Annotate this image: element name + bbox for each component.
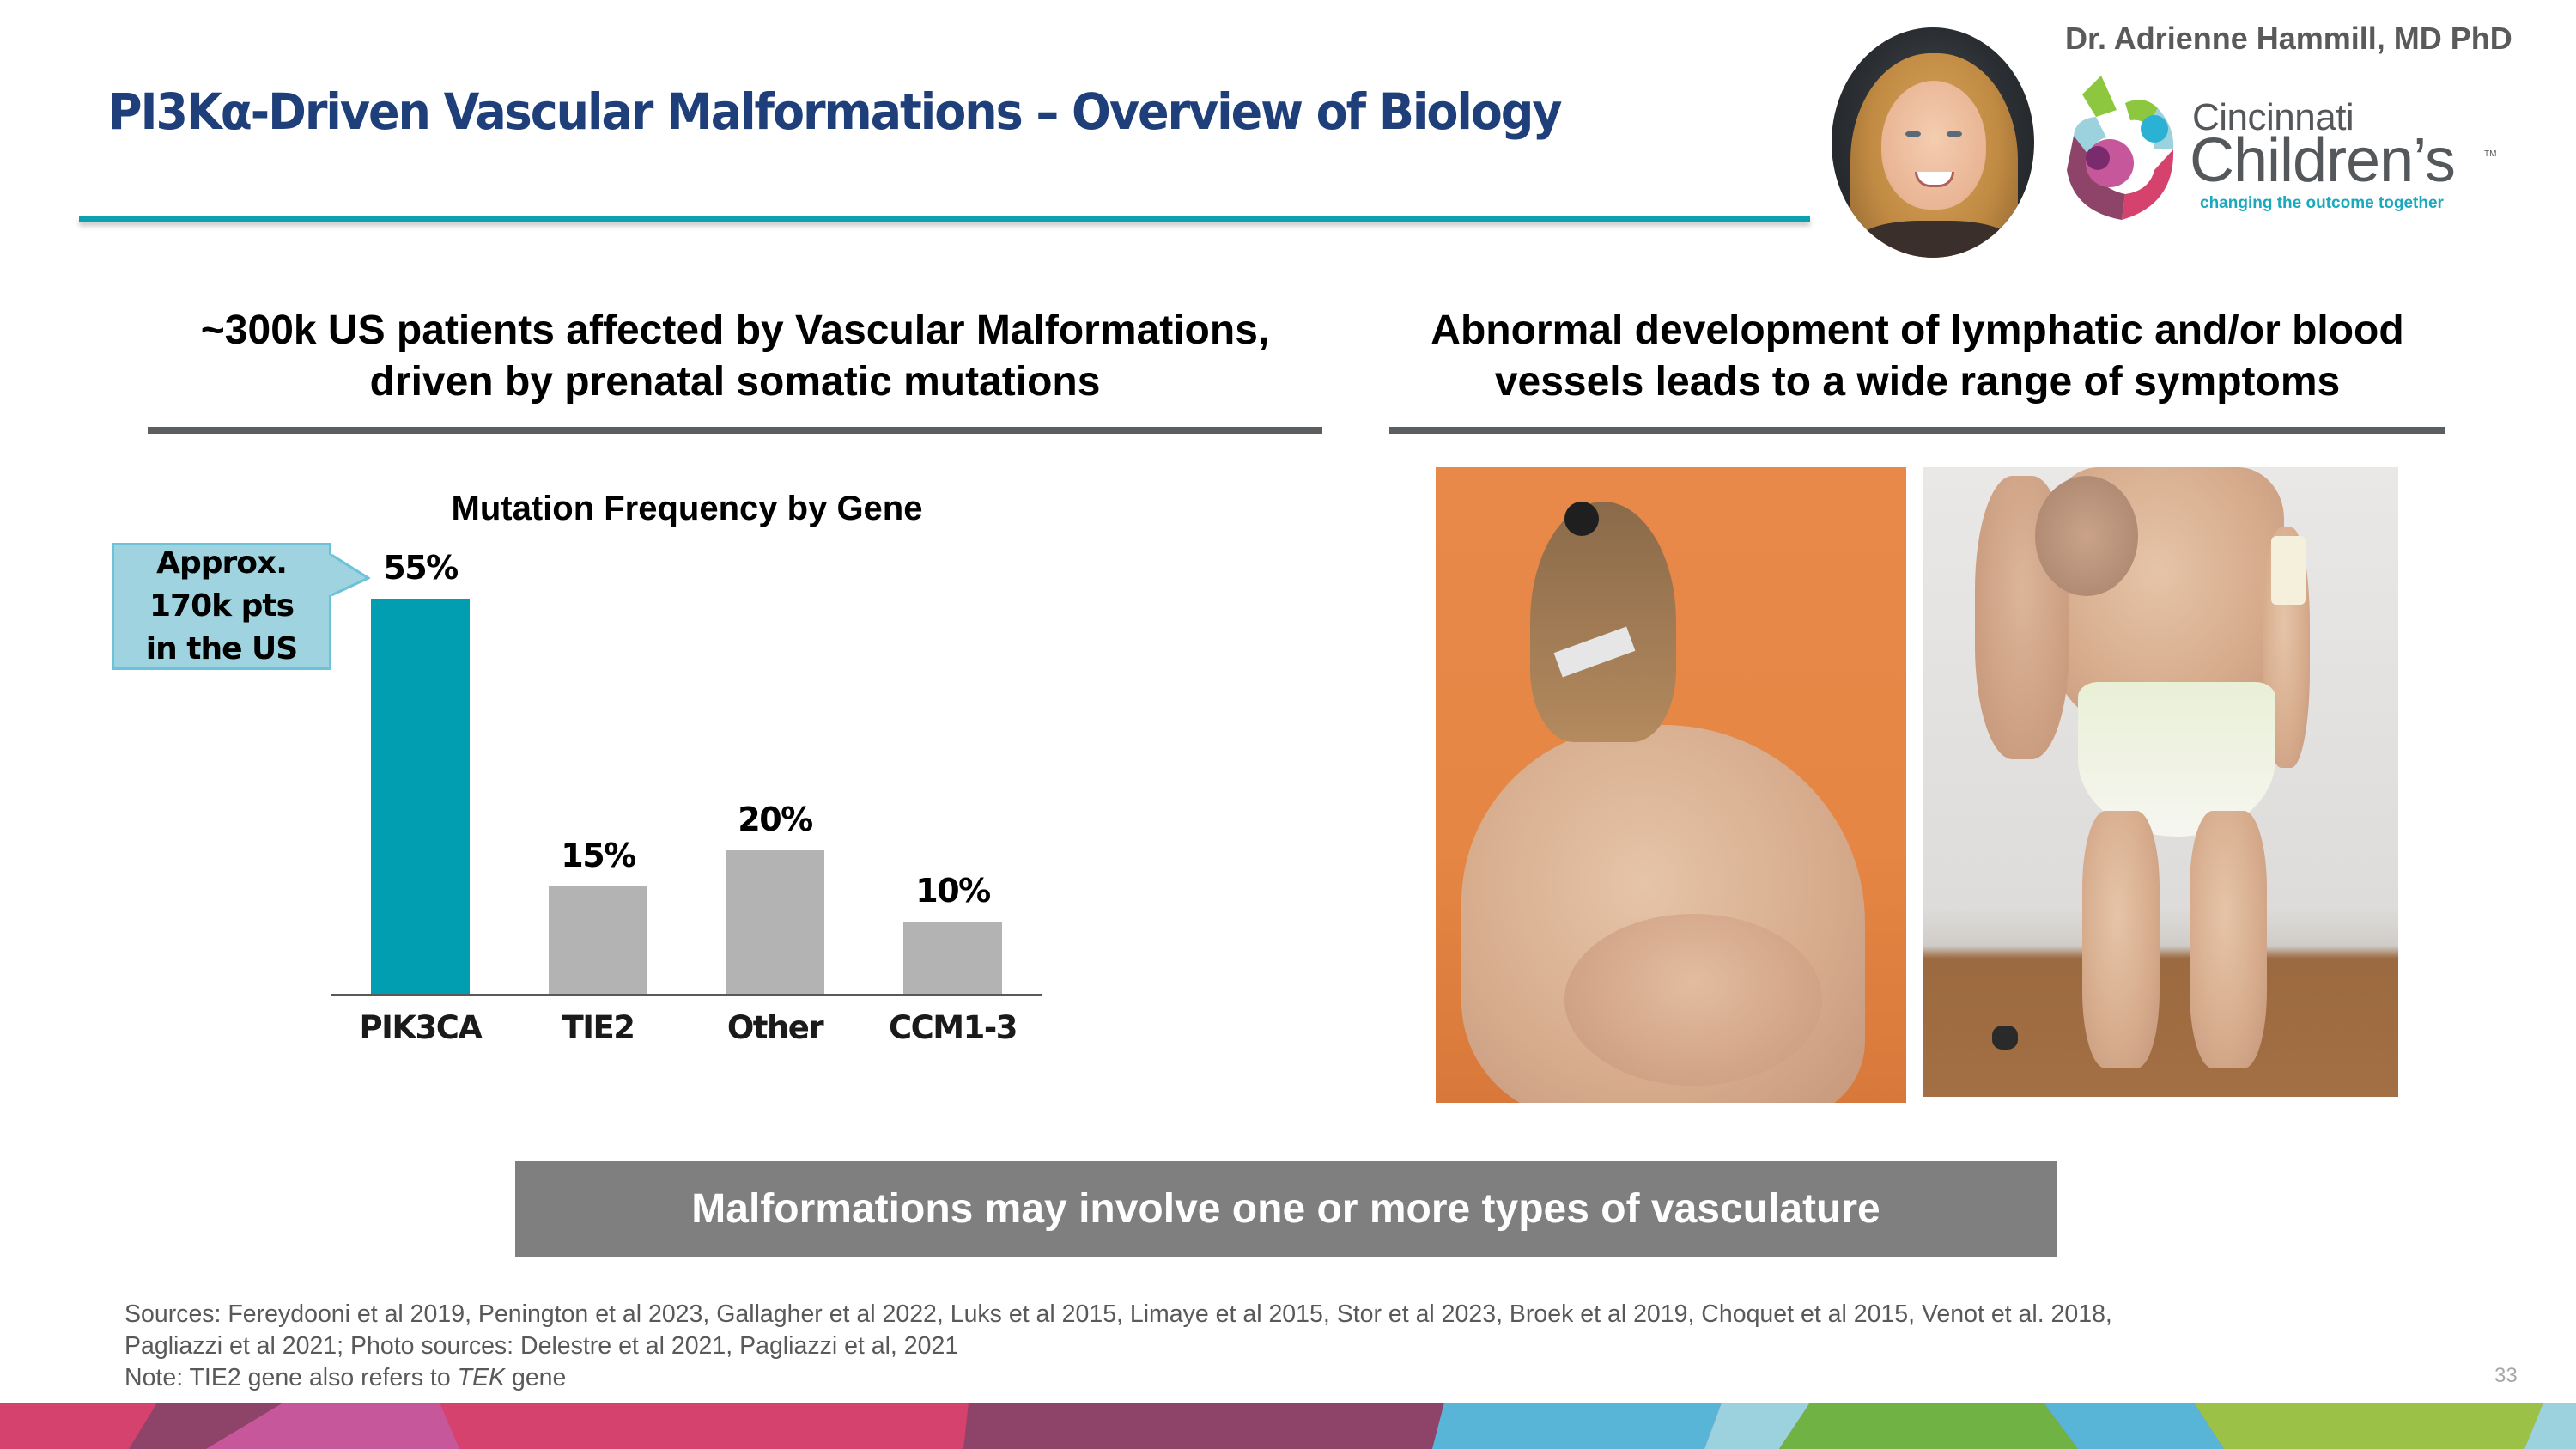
bar-value-label: 10% [915, 872, 991, 910]
presenter-eye [1905, 131, 1921, 137]
title-underline [79, 216, 1810, 222]
key-message-banner: Malformations may involve one or more ty… [515, 1161, 2057, 1257]
logo-tagline: changing the outcome together [2200, 194, 2444, 212]
logo-text-cincinnati: Cincinnati [2192, 96, 2354, 138]
chart-title: Mutation Frequency by Gene [451, 490, 923, 527]
callout-pointer-icon [329, 553, 370, 597]
patient-child-photo [1923, 467, 2398, 1097]
bar-value-label: 55% [383, 549, 459, 587]
x-axis-line [331, 994, 1042, 996]
presenter-photo [1832, 27, 2034, 258]
note-gene-italic: TEK [457, 1364, 506, 1391]
logo-mark-icon [2067, 76, 2174, 220]
category-label: PIK3CA [359, 1009, 483, 1046]
category-label: Other [726, 1009, 824, 1046]
left-section-headline: ~300k US patients affected by Vascular M… [148, 305, 1322, 408]
bar-other [726, 849, 824, 994]
cincinnati-childrens-logo: Cincinnati Children’s TM changing the ou… [2065, 76, 2512, 222]
pik3ca-callout: Approx. 170k pts in the US [112, 543, 331, 670]
bar-pik3ca [371, 599, 470, 994]
callout-line-3: in the US [145, 631, 298, 667]
callout-line-2: 170k pts [149, 588, 295, 624]
right-section-headline: Abnormal development of lymphatic and/or… [1389, 305, 2445, 408]
presenter-shirt [1857, 221, 2012, 258]
note-suffix: gene [505, 1364, 567, 1391]
page-number: 33 [2494, 1364, 2518, 1387]
left-section-rule [148, 427, 1322, 434]
presenter-face [1881, 81, 1986, 210]
bar-ccm1-3 [903, 922, 1002, 994]
sources-line-1: Sources: Fereydooni et al 2019, Peningto… [125, 1300, 2112, 1328]
bar-tie2 [549, 886, 647, 994]
left-headline-line-2: driven by prenatal somatic mutations [369, 359, 1101, 405]
category-label: TIE2 [562, 1009, 635, 1046]
sources-line-2: Pagliazzi et al 2021; Photo sources: Del… [125, 1332, 959, 1360]
note-line: Note: TIE2 gene also refers to TEK gene [125, 1362, 2112, 1394]
footnotes: Sources: Fereydooni et al 2019, Peningto… [125, 1299, 2112, 1394]
bar-chart [331, 550, 1042, 996]
right-headline-line-2: vessels leads to a wide range of symptom… [1494, 359, 2341, 405]
logo-trademark: TM [2484, 149, 2497, 159]
note-prefix: Note: TIE2 gene also refers to [125, 1364, 458, 1391]
right-headline-line-1: Abnormal development of lymphatic and/or… [1431, 307, 2404, 353]
category-label: CCM1-3 [889, 1009, 1018, 1046]
callout-line-1: Approx. [156, 545, 288, 581]
logo-text-childrens: Children’s [2190, 126, 2456, 195]
right-section-rule [1389, 427, 2445, 434]
patient-back-photo [1436, 467, 1906, 1103]
bar-value-label: 15% [561, 836, 636, 874]
left-headline-line-1: ~300k US patients affected by Vascular M… [200, 307, 1270, 353]
bar-value-label: 20% [738, 800, 813, 838]
presenter-name: Dr. Adrienne Hammill, MD PhD [2065, 21, 2512, 56]
slide-title: PI3Kα-Driven Vascular Malformations – Ov… [108, 82, 1563, 141]
decorative-footer-stripe [0, 1403, 2576, 1449]
presenter-eye [1947, 131, 1962, 137]
